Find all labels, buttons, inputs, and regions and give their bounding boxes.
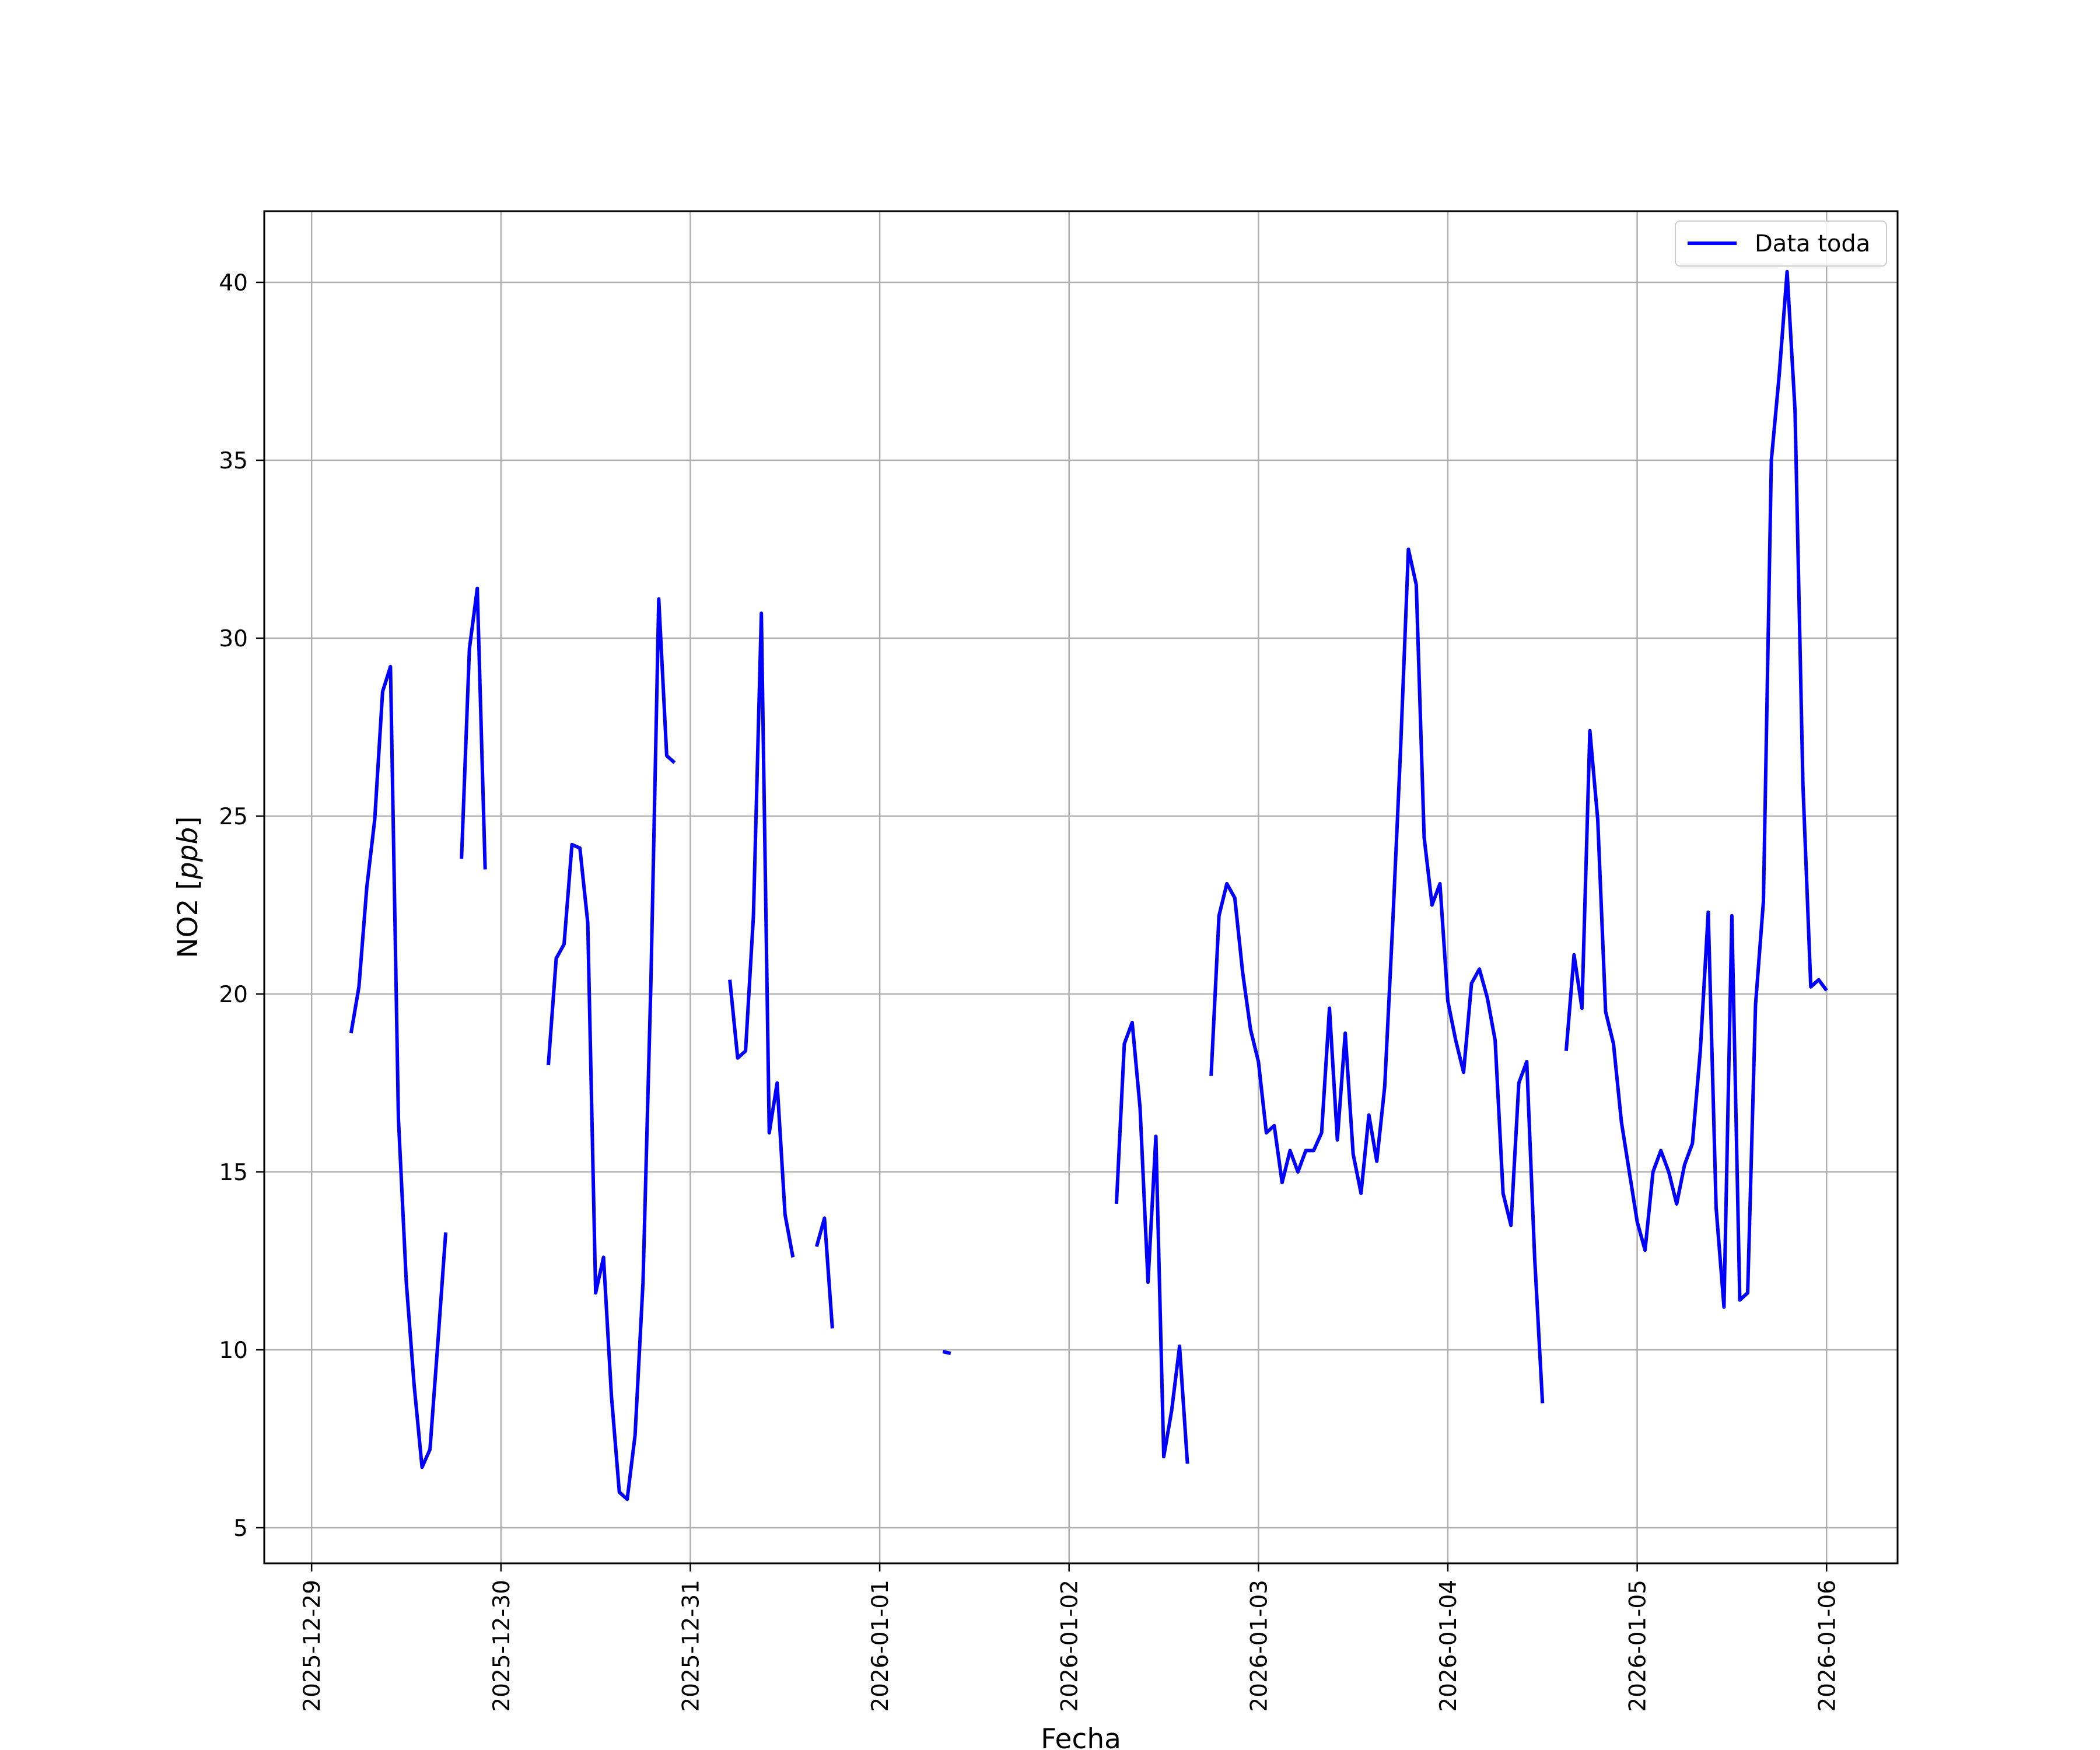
x-tick-label: 2025-12-29 bbox=[299, 1580, 326, 1712]
y-axis-ticks: 5 10 15 20 25 30 35 40 bbox=[219, 270, 264, 1542]
series-line-segment bbox=[1209, 547, 1545, 1404]
legend-box bbox=[1675, 220, 1887, 267]
x-axis-label: Fecha bbox=[1041, 1723, 1121, 1750]
x-tick-label: 2026-01-04 bbox=[1436, 1580, 1462, 1712]
y-axis-label: NO2 [ppb] bbox=[172, 816, 204, 958]
y-tick-label: 40 bbox=[219, 270, 248, 296]
series-line-segment bbox=[460, 586, 487, 870]
series-lines bbox=[349, 270, 1828, 1502]
x-tick-label: 2026-01-05 bbox=[1625, 1580, 1651, 1712]
x-axis-ticks: 2025-12-29 2025-12-30 2025-12-31 2026-01-01… bbox=[299, 1563, 1840, 1712]
y-axis-label-bracket-close: ] bbox=[172, 816, 204, 827]
y-tick-label: 25 bbox=[219, 804, 248, 830]
y-tick-label: 20 bbox=[219, 982, 248, 1008]
legend: Data toda bbox=[1675, 220, 1887, 267]
y-tick-label: 10 bbox=[219, 1338, 248, 1364]
series-line-segment bbox=[815, 1216, 834, 1329]
y-tick-label: 35 bbox=[219, 448, 248, 474]
series-line-segment bbox=[1564, 270, 1828, 1309]
x-tick-label: 2026-01-01 bbox=[867, 1580, 894, 1712]
y-tick-label: 30 bbox=[219, 626, 248, 652]
series-line-segment bbox=[942, 1350, 951, 1356]
x-tick-label: 2026-01-06 bbox=[1814, 1580, 1840, 1712]
y-tick-label: 5 bbox=[233, 1516, 248, 1542]
grid bbox=[264, 211, 1898, 1563]
x-tick-label: 2026-01-03 bbox=[1246, 1580, 1272, 1712]
series-line-segment bbox=[1114, 1020, 1189, 1464]
series-line-segment bbox=[547, 597, 676, 1502]
series-line-segment bbox=[349, 664, 448, 1469]
series-line-segment bbox=[728, 611, 795, 1258]
plot-frame bbox=[263, 210, 1899, 1564]
x-tick-label: 2025-12-31 bbox=[678, 1580, 704, 1712]
y-axis-label-bracket-open: [ bbox=[172, 879, 204, 898]
x-tick-label: 2025-12-30 bbox=[489, 1580, 515, 1712]
legend-label: Data toda bbox=[1755, 230, 1870, 257]
y-tick-label: 15 bbox=[219, 1160, 248, 1186]
x-tick-label: 2026-01-02 bbox=[1057, 1580, 1083, 1712]
y-axis-label-unit: ppb bbox=[172, 827, 204, 880]
y-axis-label-main: NO2 bbox=[172, 899, 204, 958]
